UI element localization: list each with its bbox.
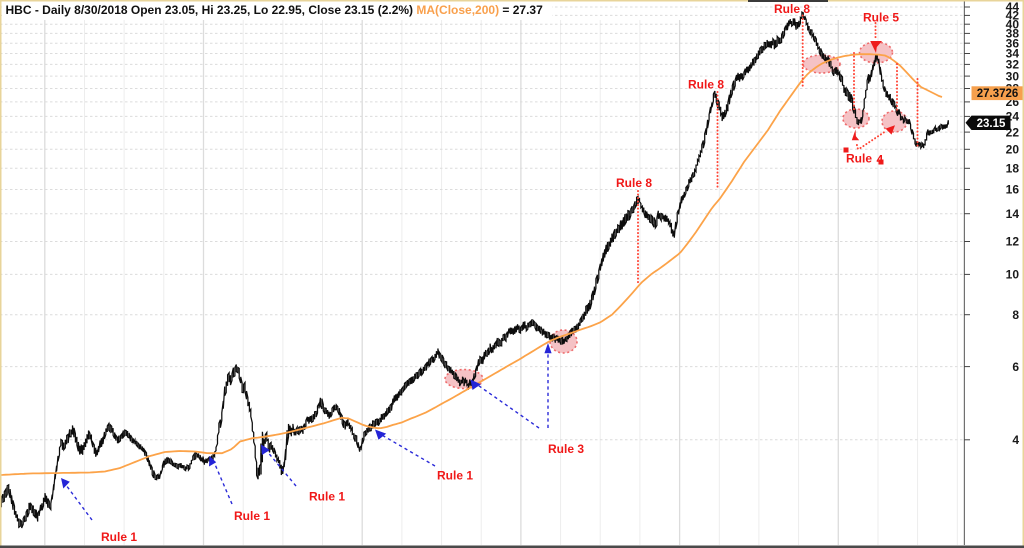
svg-text:10: 10 — [1006, 268, 1020, 282]
svg-text:Rule 1: Rule 1 — [234, 509, 270, 523]
svg-text:20: 20 — [1006, 143, 1020, 157]
svg-text:Rule 1: Rule 1 — [309, 490, 345, 504]
svg-text:Rule 3: Rule 3 — [548, 442, 584, 456]
svg-text:44: 44 — [1006, 0, 1020, 14]
svg-text:30: 30 — [1006, 69, 1020, 83]
svg-text:Rule 8: Rule 8 — [688, 78, 724, 92]
svg-text:Rule 5: Rule 5 — [863, 11, 899, 25]
svg-text:32: 32 — [1006, 58, 1020, 72]
svg-text:42: 42 — [1006, 9, 1020, 23]
svg-text:4: 4 — [1012, 433, 1019, 447]
svg-text:40: 40 — [1006, 17, 1020, 31]
svg-text:14: 14 — [1006, 207, 1020, 221]
svg-text:18: 18 — [1006, 162, 1020, 176]
svg-text:Rule 8: Rule 8 — [616, 176, 652, 190]
svg-text:Rule 1: Rule 1 — [437, 469, 473, 483]
svg-text:12: 12 — [1006, 235, 1020, 249]
svg-text:38: 38 — [1006, 27, 1020, 41]
svg-text:27.3726: 27.3726 — [977, 88, 1019, 100]
svg-text:6: 6 — [1012, 360, 1019, 374]
svg-text:4: 4 — [877, 153, 884, 167]
svg-text:Rule 1: Rule 1 — [101, 530, 137, 544]
svg-text:36: 36 — [1006, 36, 1020, 50]
svg-text:34: 34 — [1006, 47, 1020, 61]
svg-text:Rule: Rule — [846, 152, 872, 166]
svg-text:23.15: 23.15 — [977, 118, 1006, 130]
svg-text:16: 16 — [1006, 183, 1020, 197]
svg-text:8: 8 — [1012, 308, 1019, 322]
svg-text:Rule 8: Rule 8 — [774, 2, 810, 16]
svg-text:HBC - Daily 8/30/2018 Open 23.: HBC - Daily 8/30/2018 Open 23.05, Hi 23.… — [6, 3, 544, 17]
